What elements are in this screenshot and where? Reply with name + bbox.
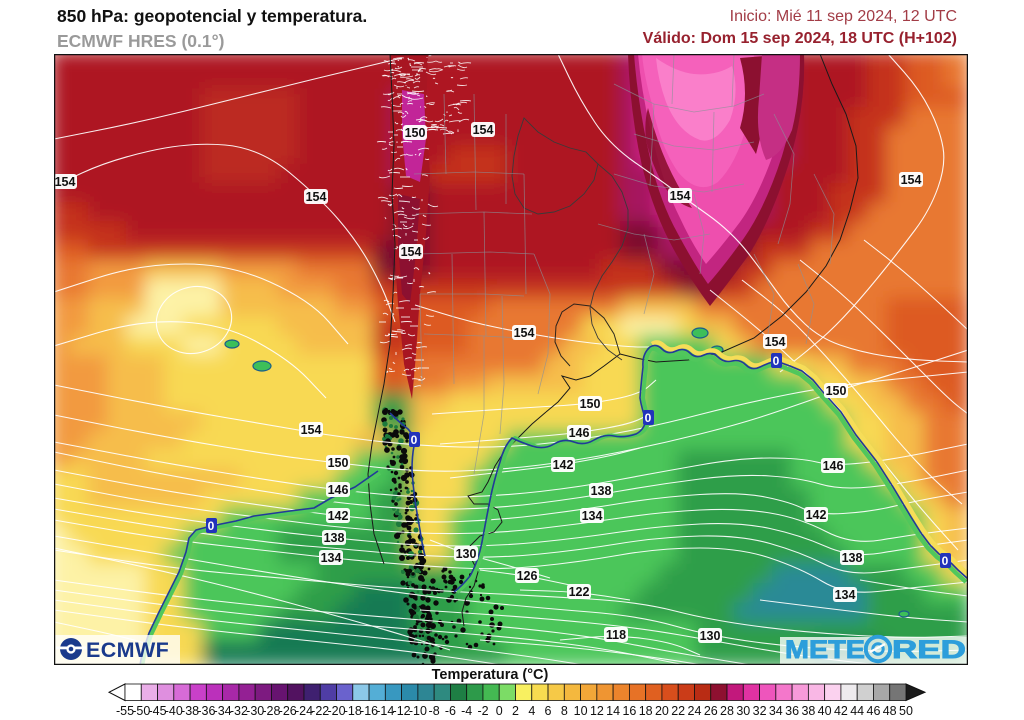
svg-text:18: 18 — [639, 704, 653, 718]
svg-text:26: 26 — [704, 704, 718, 718]
svg-text:44: 44 — [850, 704, 864, 718]
svg-text:-2: -2 — [477, 704, 488, 718]
svg-text:48: 48 — [883, 704, 897, 718]
svg-text:-10: -10 — [409, 704, 427, 718]
svg-text:-6: -6 — [445, 704, 456, 718]
svg-text:16: 16 — [622, 704, 636, 718]
svg-text:38: 38 — [801, 704, 815, 718]
svg-text:14: 14 — [606, 704, 620, 718]
svg-text:Temperatura (°C): Temperatura (°C) — [432, 667, 549, 683]
svg-text:-8: -8 — [429, 704, 440, 718]
svg-text:28: 28 — [720, 704, 734, 718]
svg-text:36: 36 — [785, 704, 799, 718]
svg-text:8: 8 — [561, 704, 568, 718]
svg-text:30: 30 — [736, 704, 750, 718]
svg-text:10: 10 — [574, 704, 588, 718]
svg-text:20: 20 — [655, 704, 669, 718]
svg-text:34: 34 — [769, 704, 783, 718]
svg-text:24: 24 — [688, 704, 702, 718]
svg-text:50: 50 — [899, 704, 913, 718]
svg-text:2: 2 — [512, 704, 519, 718]
svg-text:12: 12 — [590, 704, 604, 718]
svg-text:42: 42 — [834, 704, 848, 718]
svg-text:32: 32 — [753, 704, 767, 718]
svg-text:46: 46 — [867, 704, 881, 718]
svg-text:22: 22 — [671, 704, 685, 718]
svg-text:-4: -4 — [461, 704, 472, 718]
svg-text:0: 0 — [496, 704, 503, 718]
svg-text:6: 6 — [545, 704, 552, 718]
svg-text:4: 4 — [528, 704, 535, 718]
svg-text:40: 40 — [818, 704, 832, 718]
